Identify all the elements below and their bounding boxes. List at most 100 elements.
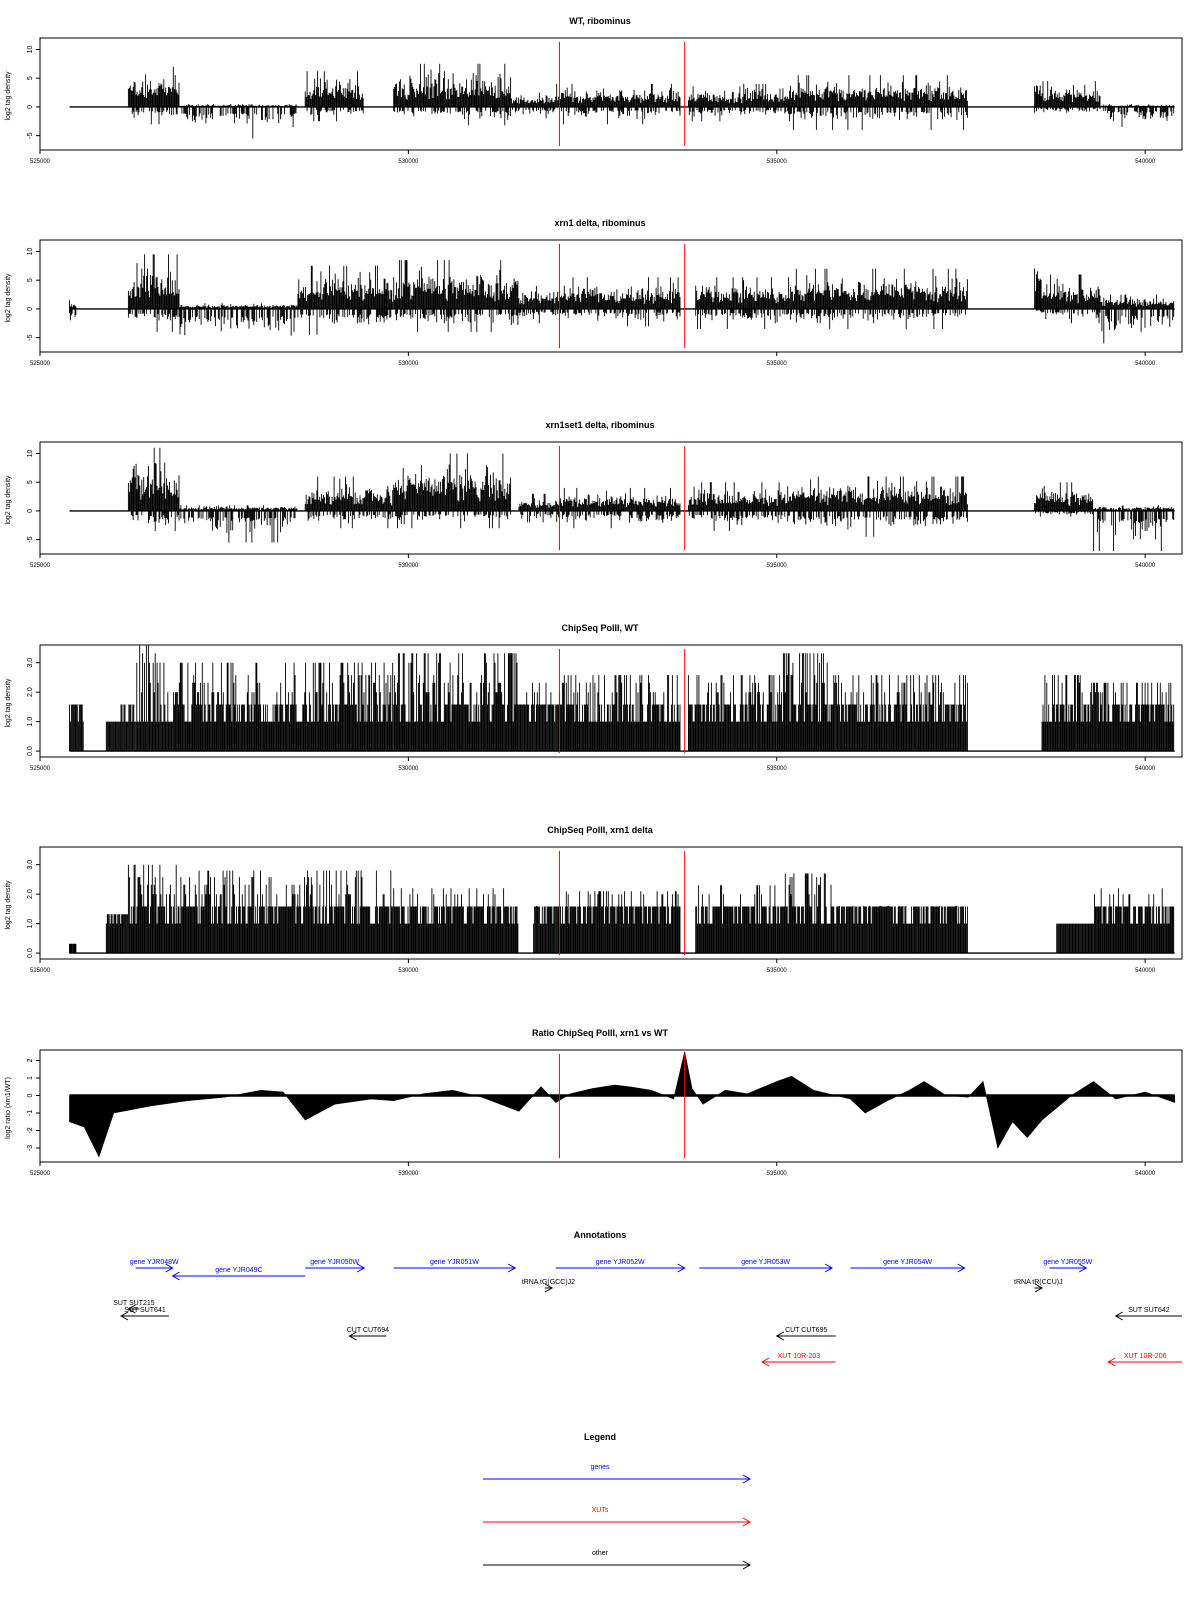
feature-label: CUT CUT695 (785, 1327, 827, 1334)
signal-bars (518, 493, 556, 523)
panel-4: ChipSeq PolII, WT log2 tag density 0.0 1.… (5, 623, 1183, 772)
signal-bars (555, 891, 681, 954)
signal-region (393, 453, 512, 529)
x-tick-label: 525000 (30, 1171, 51, 1177)
x-tick-label: 540000 (1135, 159, 1156, 165)
feature-label: SUT SUT642 (1128, 1307, 1170, 1314)
signal-region (695, 885, 777, 954)
signal-region (179, 303, 298, 336)
feature-label: gene YJR053W (741, 1259, 790, 1266)
panel-3: xrn1set1 delta, ribominus log2 tag densi… (5, 420, 1183, 569)
signal-region (127, 864, 180, 954)
signal-bars (127, 254, 180, 332)
signal-region (791, 75, 968, 130)
signal-region (1041, 274, 1101, 324)
signal-bars (791, 268, 968, 329)
panel-title: WT, ribominus (569, 16, 631, 26)
annotation-feature: gene YJR053W (699, 1259, 834, 1273)
panel-1: WT, ribominus log2 tag density -5 0 5 10 525… (5, 16, 1183, 165)
feature-label: gene YJR054W (883, 1259, 932, 1266)
signal-bars (1093, 682, 1175, 752)
signal-region (120, 704, 136, 752)
signal-bars (304, 476, 394, 529)
y-axis-label: log2 ratio (xrn1/WT) (5, 1077, 12, 1139)
y-axis-label: log2 tag density (5, 273, 12, 323)
y-tick-label: 0 (27, 105, 34, 109)
y-tick-label: 10 (27, 45, 34, 53)
feature-label: tRNA tG(GCC)J2 (522, 1279, 575, 1286)
plot-area: -5 0 5 10 525000 530000 535000 540000 (27, 441, 1183, 569)
signal-bars (1034, 268, 1042, 312)
x-tick-label: 525000 (30, 968, 51, 974)
y-tick-label: 3.0 (27, 658, 34, 668)
arrow-left-icon (120, 1311, 129, 1321)
plot-area: 0.0 1.0 2.0 3.0 525000 530000 535000 540000 (27, 846, 1183, 974)
annotation-feature: tRNA tR(CCU)J (1014, 1279, 1063, 1293)
signal-bars (518, 682, 556, 752)
signal-region (533, 905, 556, 954)
signal-bars (518, 285, 556, 324)
signal-bars (1093, 888, 1175, 954)
signal-region (518, 682, 556, 752)
signal-region (776, 873, 836, 954)
signal-region (1093, 682, 1175, 752)
plot-frame (39, 644, 1183, 758)
legend-label: genes (590, 1464, 610, 1471)
x-tick-label: 530000 (398, 563, 419, 569)
signal-bars (835, 905, 968, 954)
panel-title: xrn1 delta, ribominus (554, 218, 645, 228)
signal-region (1041, 81, 1101, 113)
plot-frame (39, 239, 1183, 353)
x-tick-label: 535000 (767, 766, 788, 772)
y-tick-label: -5 (27, 536, 34, 542)
signal-region (687, 83, 792, 122)
signal-region (69, 943, 77, 954)
annotation-feature: gene YJR050W (305, 1259, 366, 1273)
x-tick-label: 530000 (398, 159, 419, 165)
y-axis-label: log2 tag density (5, 71, 12, 121)
signal-region (1093, 505, 1175, 552)
x-tick-label: 535000 (767, 361, 788, 367)
annotation-feature: gene YJR049C (171, 1267, 306, 1281)
annotation-feature: gene YJR054W (850, 1259, 966, 1273)
feature-label: gene YJR055W (1043, 1259, 1092, 1266)
signal-bars (776, 653, 836, 752)
signal-bars (555, 83, 681, 125)
y-tick-label: 2.0 (27, 687, 34, 697)
signal-bars (1100, 294, 1175, 344)
y-tick-label: 2.0 (27, 889, 34, 899)
y-tick-label: 10 (27, 247, 34, 255)
arrow-left-icon (1107, 1357, 1116, 1367)
signal-region (1034, 85, 1042, 113)
signal-bars (1034, 482, 1094, 517)
panel-title: ChipSeq PolII, WT (562, 623, 639, 633)
x-tick-label: 525000 (30, 766, 51, 772)
arrow-left-icon (127, 1304, 136, 1314)
x-tick-label: 525000 (30, 159, 51, 165)
signal-bars (393, 888, 519, 954)
signal-bars (791, 476, 968, 537)
signal-region (105, 914, 128, 954)
signal-region (695, 277, 792, 329)
signal-bars (835, 675, 968, 752)
y-tick-label: 2 (27, 1058, 34, 1062)
panel-2: xrn1 delta, ribominus log2 tag density -… (5, 218, 1183, 367)
arrow-right-icon (677, 1263, 686, 1273)
signal-bars (120, 704, 136, 752)
annotation-feature: tRNA tG(GCC)J2 (522, 1279, 575, 1293)
plot-frame (39, 37, 1183, 151)
signal-bars (179, 870, 394, 954)
signal-region (1100, 104, 1175, 127)
signal-bars (1100, 104, 1175, 127)
signal-bars (393, 653, 519, 752)
annotation-feature: gene YJR055W (1043, 1259, 1093, 1273)
signal-region (835, 675, 968, 752)
signal-bars (179, 303, 298, 336)
signal-region (1100, 294, 1175, 344)
signal-bars (533, 905, 556, 954)
feature-label: XUT 10R-206 (1124, 1353, 1167, 1360)
arrow-right-icon (356, 1263, 366, 1273)
signal-region (1056, 923, 1094, 954)
feature-label: SUT SUT215 (113, 1300, 155, 1307)
